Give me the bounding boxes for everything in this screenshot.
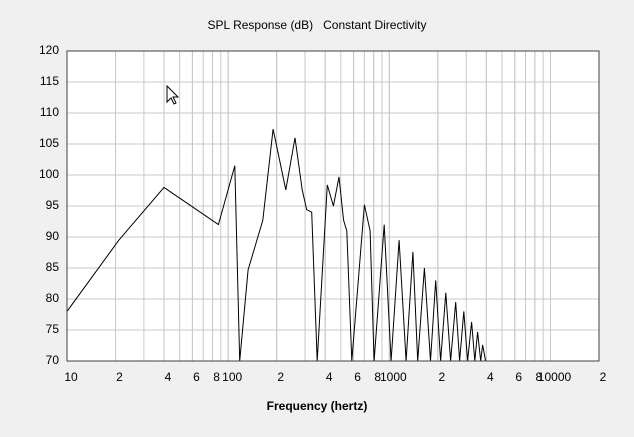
mouse-cursor <box>166 84 180 105</box>
y-tick-label: 85 <box>46 260 60 274</box>
y-tick-label: 115 <box>40 74 59 88</box>
y-tick-label: 105 <box>39 136 59 150</box>
plot-border <box>66 50 600 362</box>
x-tick-label: 4 <box>326 370 333 384</box>
y-tick-label: 90 <box>46 229 60 243</box>
x-tick-label: 6 <box>515 370 522 384</box>
x-tick-label: 6 <box>193 370 200 384</box>
x-tick-label: 1000 <box>380 370 407 384</box>
x-tick-label: 10000 <box>538 370 572 384</box>
line <box>67 128 487 361</box>
x-tick-label: 6 <box>354 370 361 384</box>
y-tick-label: 95 <box>46 198 60 212</box>
x-tick-label: 10 <box>64 370 78 384</box>
x-tick-label: 4 <box>487 370 494 384</box>
x-tick-label: 8 <box>213 370 220 384</box>
x-tick-label: 8 <box>374 370 381 384</box>
x-tick-label: 4 <box>165 370 172 384</box>
y-tick-label: 70 <box>46 353 60 367</box>
x-tick-label: 100 <box>222 370 242 384</box>
chart-title: SPL Response (dB) Constant Directivity <box>208 18 427 32</box>
x-tick-label: 2 <box>116 370 123 384</box>
x-tick-label: 2 <box>277 370 284 384</box>
y-tick-label: 75 <box>46 322 60 336</box>
x-tick-label: 8 <box>536 370 543 384</box>
x-axis-label: Frequency (hertz) <box>267 399 368 413</box>
x-tick-label: 2 <box>438 370 445 384</box>
y-tick-label: 110 <box>40 105 59 119</box>
y-tick-label: 80 <box>46 291 60 305</box>
marks <box>67 128 487 361</box>
y-tick-label: 120 <box>39 43 59 57</box>
y-tick-label: 100 <box>39 167 59 181</box>
x-tick-label: 2 <box>600 370 607 384</box>
